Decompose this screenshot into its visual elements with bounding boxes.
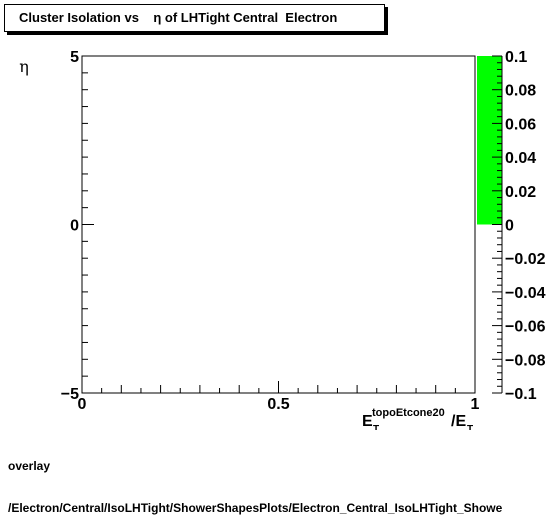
- colorbar-tick-label: −0.1: [505, 386, 537, 403]
- colorbar-tick-label: 0.08: [505, 83, 536, 100]
- svg-text:T: T: [467, 424, 473, 430]
- x-tick-label: 0: [78, 396, 87, 413]
- y-axis-label: η: [19, 57, 29, 76]
- colorbar-tick-label: 0.06: [505, 116, 536, 133]
- footer-line-2: /Electron/Central/IsoLHTight/ShowerShape…: [8, 501, 503, 515]
- footer-line-1: overlay: [8, 459, 51, 473]
- colorbar-fill: [477, 56, 502, 225]
- colorbar-tick-label: 0.1: [505, 49, 527, 66]
- x-tick-label: 1: [471, 396, 480, 413]
- y-tick-label: 0: [70, 218, 79, 235]
- svg-text:T: T: [373, 424, 379, 430]
- plot-frame: [81, 55, 476, 394]
- heatmap-chart: 0 0.5 1 −505 0.10.080.060.040.020−0.02−0.0…: [19, 49, 546, 430]
- x-axis-label: E T topoEtcone20 /E T: [362, 407, 473, 430]
- colorbar-tick-label: −0.04: [505, 285, 546, 302]
- colorbar-tick-label: −0.06: [505, 319, 546, 336]
- y-tick-label: −5: [61, 386, 79, 403]
- svg-text:topoEtcone20: topoEtcone20: [372, 407, 445, 419]
- chart-title: Cluster Isolation vs η of LHTight Centra…: [4, 4, 385, 32]
- footer-path: overlay /Electron/Central/IsoLHTight/Sho…: [8, 431, 546, 529]
- colorbar-tick-label: −0.08: [505, 352, 546, 369]
- colorbar-tick-label: 0: [505, 218, 514, 235]
- colorbar-tick-label: −0.02: [505, 251, 546, 268]
- svg-text:E: E: [362, 413, 373, 430]
- x-tick-label: 0.5: [267, 396, 289, 413]
- svg-text:/E: /E: [451, 413, 466, 430]
- y-tick-label: 5: [70, 49, 79, 66]
- colorbar-tick-label: 0.02: [505, 184, 536, 201]
- y-axis: −5 0 5: [61, 49, 94, 403]
- colorbar-tick-label: 0.04: [505, 150, 536, 167]
- colorbar: 0.1 0.08 0.06 0.04 0.02 0 −0.02 −0.04 −0.06 −0.08…: [477, 49, 546, 403]
- x-axis: 0 0.5 1: [78, 381, 480, 413]
